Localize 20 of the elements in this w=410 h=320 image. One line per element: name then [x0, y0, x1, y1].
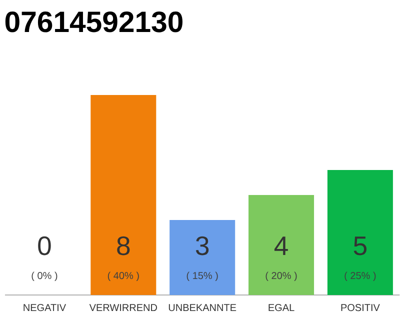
bar — [90, 94, 156, 295]
annotation: ( 40% ) — [108, 272, 139, 282]
data-label: 3 — [196, 236, 209, 256]
bar — [170, 220, 236, 295]
x-tick-label: POSITIV — [341, 304, 380, 312]
data-label: 0 — [38, 236, 51, 256]
annotation: ( 15% ) — [186, 272, 218, 282]
chart-title: 07614592130 — [5, 12, 182, 32]
annotation: ( 25% ) — [344, 272, 376, 282]
annotation: ( 20% ) — [266, 272, 297, 282]
bar — [327, 170, 393, 295]
x-tick-label: VERWIRREND — [89, 304, 157, 311]
data-label: 8 — [117, 236, 130, 256]
annotation: ( 0% ) — [32, 272, 58, 282]
data-label: 4 — [274, 236, 288, 255]
x-tick-label: EGAL — [268, 304, 294, 312]
data-label: 5 — [354, 236, 366, 256]
x-tick-label: NEGATIV — [24, 304, 66, 312]
bar — [248, 194, 314, 295]
x-tick-label: UNBEKANNTE — [168, 304, 236, 312]
